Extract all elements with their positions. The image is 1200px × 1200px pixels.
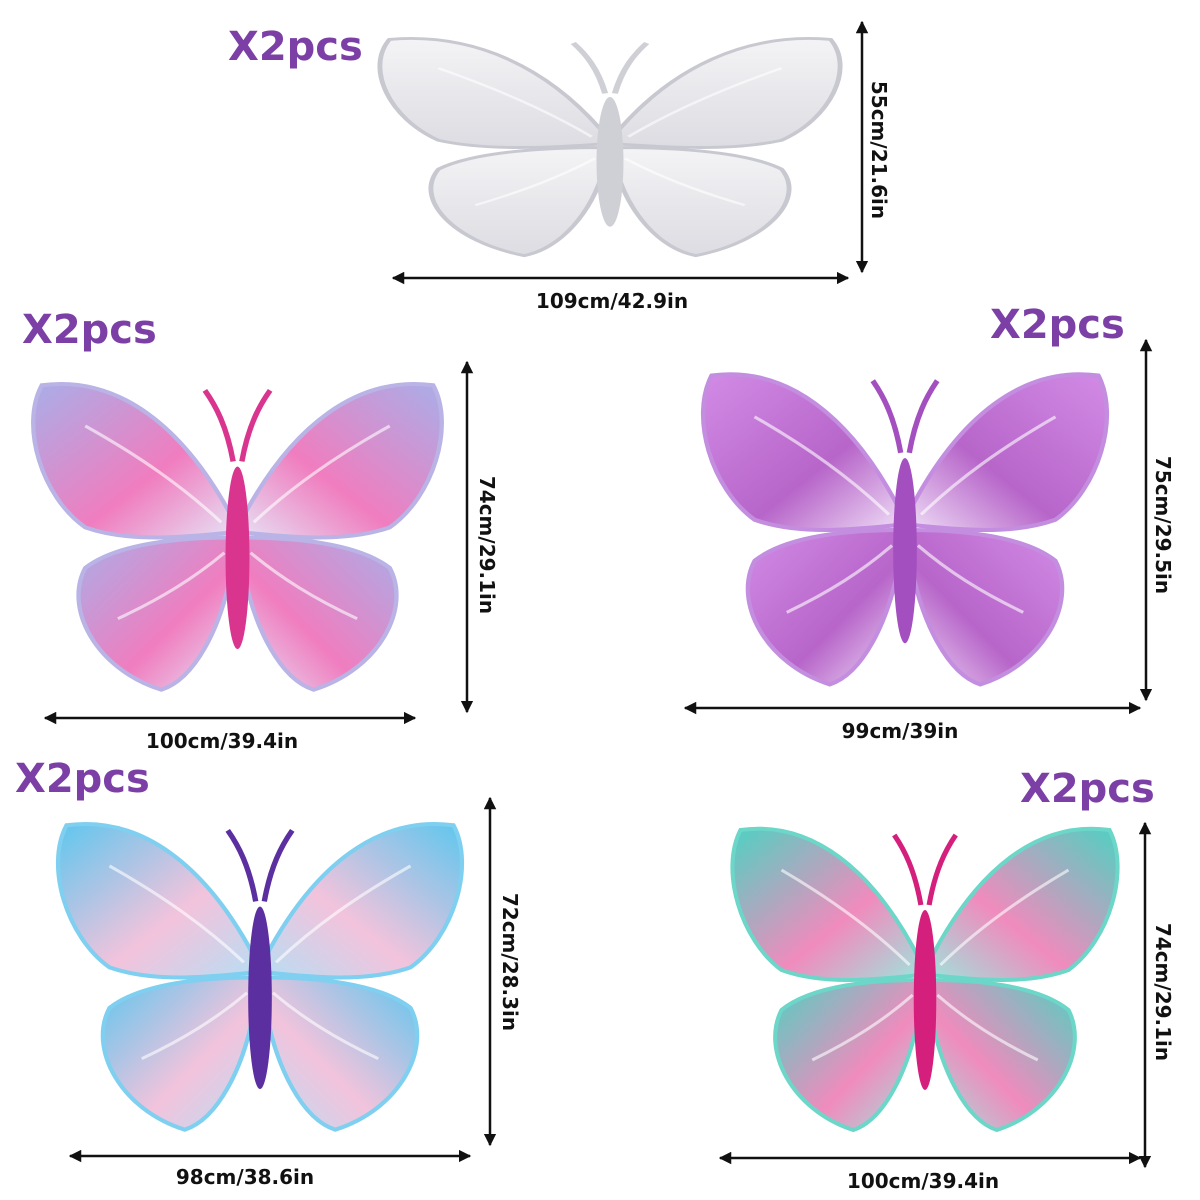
width-label: 100cm/39.4in xyxy=(146,729,298,753)
width-label: 98cm/38.6in xyxy=(176,1165,314,1189)
height-label: 74cm/29.1in xyxy=(1151,923,1175,1061)
butterfly-balloon xyxy=(703,374,1107,684)
butterfly-balloon xyxy=(732,829,1117,1130)
butterfly-balloon xyxy=(58,824,462,1130)
height-label: 55cm/21.6in xyxy=(867,81,891,219)
butterfly-balloon xyxy=(380,39,840,256)
quantity-label: X2pcs xyxy=(15,756,150,802)
width-label: 99cm/39in xyxy=(842,719,959,743)
height-label: 74cm/29.1in xyxy=(475,476,499,614)
width-label: 109cm/42.9in xyxy=(536,289,688,313)
quantity-label: X2pcs xyxy=(228,24,363,70)
quantity-label: X2pcs xyxy=(1020,766,1155,812)
quantity-label: X2pcs xyxy=(990,302,1125,348)
width-label: 100cm/39.4in xyxy=(847,1169,999,1193)
quantity-label: X2pcs xyxy=(22,307,157,353)
height-label: 75cm/29.5in xyxy=(1151,456,1175,594)
butterfly-balloon xyxy=(33,384,442,690)
height-label: 72cm/28.3in xyxy=(498,893,522,1031)
